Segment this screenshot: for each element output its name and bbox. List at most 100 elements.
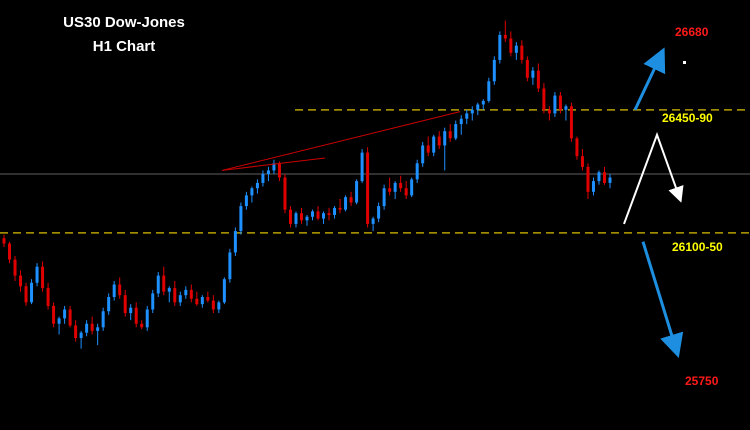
candle-bear bbox=[283, 177, 287, 210]
candle-bear bbox=[558, 95, 562, 110]
candle-bull bbox=[272, 163, 276, 171]
candle-bear bbox=[388, 188, 392, 192]
candle-bull bbox=[514, 45, 518, 53]
target-label-bottom: 25750 bbox=[685, 374, 719, 388]
candle-bear bbox=[316, 211, 320, 219]
candle-bull bbox=[266, 170, 270, 174]
candle-bear bbox=[13, 259, 17, 276]
candle-bear bbox=[277, 163, 281, 178]
candle-bear bbox=[547, 109, 551, 114]
candle-bear bbox=[68, 309, 72, 326]
candle-bear bbox=[536, 70, 540, 89]
candle-bull bbox=[597, 172, 601, 182]
candle-bull bbox=[371, 218, 375, 224]
candle-bear bbox=[8, 243, 12, 260]
candle-bull bbox=[322, 213, 326, 219]
candle-bull bbox=[481, 100, 485, 105]
candle-bull bbox=[239, 206, 243, 232]
candle-bull bbox=[344, 197, 348, 210]
candle-bull bbox=[184, 289, 188, 296]
candle-bull bbox=[377, 206, 381, 219]
candle-bull bbox=[355, 181, 359, 203]
candle-bear bbox=[2, 238, 6, 244]
candle-bull bbox=[465, 113, 469, 119]
candle-bear bbox=[349, 197, 353, 203]
candle-bull bbox=[382, 188, 386, 207]
candle-bear bbox=[90, 323, 94, 331]
resistance-label: 26450-90 bbox=[662, 111, 713, 125]
candle-bear bbox=[503, 34, 507, 39]
chart-subtitle: H1 Chart bbox=[92, 38, 156, 55]
candle-bear bbox=[437, 136, 441, 146]
candle-bear bbox=[134, 307, 138, 324]
candle-bull bbox=[564, 106, 568, 110]
candle-bear bbox=[299, 213, 303, 221]
candle-bear bbox=[140, 323, 144, 328]
candle-bull bbox=[255, 182, 259, 189]
candle-bull bbox=[250, 188, 254, 196]
candle-bear bbox=[509, 38, 513, 53]
candle-bull bbox=[415, 163, 419, 180]
candle-bear bbox=[46, 288, 50, 306]
candle-bull bbox=[101, 311, 105, 328]
candle-bull bbox=[608, 177, 612, 183]
candle-bull bbox=[79, 332, 83, 338]
candle-bull bbox=[261, 174, 265, 183]
candle-bull bbox=[85, 323, 89, 333]
chart-title: US30 Dow-Jones bbox=[63, 14, 185, 31]
candle-bull bbox=[553, 95, 557, 114]
candle-bull bbox=[129, 307, 133, 314]
candle-bear bbox=[195, 298, 199, 305]
candle-bear bbox=[575, 138, 579, 157]
candle-bull bbox=[498, 34, 502, 60]
candle-bull bbox=[30, 282, 34, 303]
candle-bull bbox=[294, 213, 298, 224]
candle-bull bbox=[470, 109, 474, 114]
candle-bull bbox=[35, 266, 39, 283]
candle-bull bbox=[57, 318, 61, 324]
candle-bull bbox=[112, 284, 116, 297]
candle-bull bbox=[156, 275, 160, 294]
candle-bull bbox=[145, 309, 149, 328]
candle-bear bbox=[211, 300, 215, 310]
candle-bull bbox=[443, 131, 447, 146]
candle-bear bbox=[52, 305, 56, 324]
candle-bull bbox=[410, 179, 414, 196]
candle-bull bbox=[311, 211, 315, 217]
candle-bull bbox=[178, 295, 182, 303]
candle-bull bbox=[107, 297, 111, 312]
candle-bear bbox=[19, 275, 23, 287]
candle-bear bbox=[580, 156, 584, 167]
candle-bear bbox=[448, 131, 452, 139]
candle-bull bbox=[63, 309, 67, 319]
blue-arrow-0 bbox=[633, 47, 666, 111]
candle-bull bbox=[305, 216, 309, 221]
candle-bull bbox=[432, 136, 436, 153]
candle-bull bbox=[421, 145, 425, 164]
candle-bear bbox=[338, 207, 342, 210]
candle-bull bbox=[393, 182, 397, 192]
candle-bull bbox=[222, 279, 226, 303]
candle-bull bbox=[333, 207, 337, 215]
trend-line-0 bbox=[221, 111, 461, 171]
candle-bear bbox=[404, 188, 408, 196]
candle-bear bbox=[173, 288, 177, 303]
candle-bull bbox=[96, 327, 100, 331]
candle-bull bbox=[531, 70, 535, 78]
candle-bear bbox=[24, 286, 28, 303]
candle-bear bbox=[542, 88, 546, 110]
blue-arrow-1 bbox=[641, 241, 684, 358]
white-arrow-0 bbox=[623, 131, 684, 225]
candle-bull bbox=[200, 297, 204, 305]
candle-bear bbox=[525, 59, 529, 78]
candle-bear bbox=[520, 45, 524, 60]
candle-bull bbox=[360, 152, 364, 182]
candle-bull bbox=[487, 81, 491, 101]
candle-bear bbox=[426, 145, 430, 153]
candle-bear bbox=[41, 266, 45, 289]
support-label: 26100-50 bbox=[672, 240, 723, 254]
target-label-top: 26680 bbox=[675, 25, 709, 39]
candle-bear bbox=[366, 152, 370, 224]
